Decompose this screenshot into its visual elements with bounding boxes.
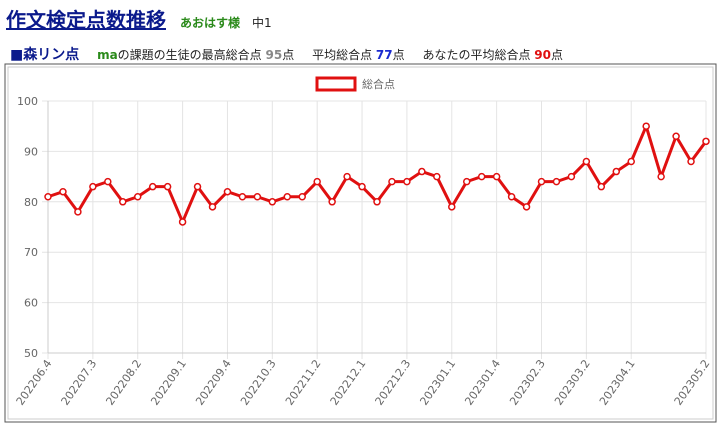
point xyxy=(343,172,351,181)
legend-label: 総合点 xyxy=(362,77,395,91)
point xyxy=(448,203,456,211)
point xyxy=(433,172,441,181)
point xyxy=(567,172,576,181)
point xyxy=(507,193,516,201)
point xyxy=(687,157,695,166)
point xyxy=(627,157,635,166)
label: の課題の生徒の最高総合点 xyxy=(117,48,262,62)
point xyxy=(672,132,680,141)
line xyxy=(47,124,708,224)
point xyxy=(612,167,621,176)
x-tick-label: 202301.4 xyxy=(462,357,503,407)
point xyxy=(268,198,277,206)
point xyxy=(208,203,217,211)
point xyxy=(178,218,187,226)
point xyxy=(283,193,292,201)
grade: 中1 xyxy=(252,16,272,30)
label: 平均総合点 xyxy=(312,48,373,62)
point xyxy=(462,177,471,186)
point xyxy=(89,182,97,191)
x-tick-label: 202210.3 xyxy=(238,357,279,407)
point xyxy=(163,182,172,191)
y-tick-label: 50 xyxy=(24,347,38,360)
label: あなたの平均総合点 xyxy=(422,48,531,62)
legend-swatch xyxy=(315,76,357,92)
title: 作文検定点数推移 xyxy=(6,8,166,32)
y-tick-label: 60 xyxy=(24,297,38,310)
point xyxy=(44,193,52,201)
point xyxy=(552,177,561,186)
header: 作文検定点数推移 あおはす様 中1 xyxy=(6,4,272,33)
x-tick-label: 202302.3 xyxy=(507,357,548,407)
point xyxy=(358,182,366,191)
x-tick-label: 202209.4 xyxy=(193,357,234,407)
x-tick-label: 202207.3 xyxy=(59,357,100,407)
point xyxy=(582,157,591,166)
x-tick-label: 202206.4 xyxy=(14,357,55,407)
point xyxy=(74,208,82,216)
point xyxy=(477,172,486,181)
point xyxy=(253,193,262,201)
unit: 点 xyxy=(551,48,564,62)
unit: 点 xyxy=(392,48,405,62)
x-tick-label: 202212.1 xyxy=(328,357,369,407)
point xyxy=(657,172,665,181)
y-tick-label: 70 xyxy=(24,246,38,259)
y-tick-label: 80 xyxy=(24,196,38,209)
unit: 点 xyxy=(282,48,295,62)
value: 95 xyxy=(265,48,283,62)
point xyxy=(418,167,426,176)
x-tick-label: 202212.3 xyxy=(373,357,414,407)
value: 77 xyxy=(375,48,393,62)
summary: ■森リン点 maの課題の生徒の最高総合点 95点 平均総合点 77点 あなたの平… xyxy=(10,44,563,64)
point xyxy=(238,193,247,201)
point xyxy=(537,177,546,186)
point xyxy=(388,177,396,186)
x-tick-label: 202304.1 xyxy=(597,357,638,407)
chart-frame-inner xyxy=(7,66,714,420)
x-tick-label: 202301.1 xyxy=(417,357,458,407)
x-tick-label: 202305.2 xyxy=(672,357,713,407)
point xyxy=(328,198,336,206)
point xyxy=(597,182,606,191)
name: ■森リン点 xyxy=(10,47,80,63)
point xyxy=(373,198,381,206)
point xyxy=(148,182,157,191)
point xyxy=(642,122,650,130)
x-tick-label: 202208.2 xyxy=(103,357,144,407)
x-tick-label: 202211.2 xyxy=(283,357,324,407)
point xyxy=(702,137,710,146)
x-tick-label: 202209.1 xyxy=(148,357,189,407)
point xyxy=(223,187,232,196)
user: あおはす様 xyxy=(180,16,241,30)
chart-frame xyxy=(4,63,717,423)
point xyxy=(313,177,321,186)
point xyxy=(133,193,142,201)
subject: ma xyxy=(97,48,118,62)
y-tick-label: 100 xyxy=(17,95,38,108)
point xyxy=(492,172,501,181)
point xyxy=(104,177,112,186)
value: 90 xyxy=(534,48,551,62)
x-tick-label: 202303.2 xyxy=(552,357,593,407)
point xyxy=(522,203,531,211)
point xyxy=(298,193,306,201)
point xyxy=(59,187,67,196)
point xyxy=(193,182,202,191)
point xyxy=(403,177,411,186)
point xyxy=(119,198,127,206)
y-tick-label: 90 xyxy=(24,145,38,158)
